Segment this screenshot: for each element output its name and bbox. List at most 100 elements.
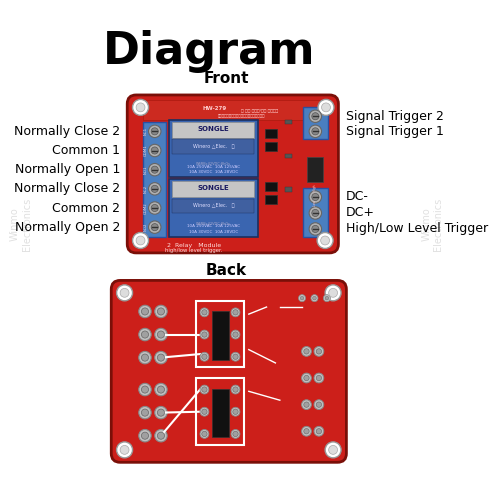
Circle shape bbox=[311, 294, 318, 302]
Circle shape bbox=[302, 426, 312, 436]
Circle shape bbox=[202, 310, 207, 315]
Circle shape bbox=[304, 428, 309, 434]
Circle shape bbox=[304, 348, 309, 354]
Bar bbox=[196, 378, 244, 444]
Circle shape bbox=[139, 352, 151, 364]
Text: Low Com High: Low Com High bbox=[314, 184, 318, 206]
Circle shape bbox=[139, 406, 151, 419]
Text: Diagram: Diagram bbox=[102, 30, 315, 73]
Circle shape bbox=[233, 409, 238, 414]
Circle shape bbox=[233, 354, 238, 360]
Circle shape bbox=[200, 308, 209, 317]
Circle shape bbox=[302, 400, 312, 409]
FancyBboxPatch shape bbox=[127, 95, 338, 253]
Circle shape bbox=[312, 210, 319, 216]
Text: COM2: COM2 bbox=[144, 202, 148, 214]
Circle shape bbox=[158, 386, 164, 393]
Circle shape bbox=[142, 308, 148, 315]
Circle shape bbox=[325, 285, 341, 301]
Text: HW-279: HW-279 bbox=[203, 106, 227, 111]
Circle shape bbox=[116, 285, 132, 301]
Circle shape bbox=[200, 352, 209, 361]
Text: NO2: NO2 bbox=[144, 223, 148, 232]
Circle shape bbox=[328, 288, 338, 298]
Circle shape bbox=[142, 354, 148, 361]
Circle shape bbox=[151, 166, 158, 173]
Circle shape bbox=[302, 346, 312, 356]
Circle shape bbox=[309, 207, 322, 219]
Circle shape bbox=[304, 376, 309, 380]
Circle shape bbox=[314, 373, 324, 383]
Text: Winmo
Electronics: Winmo Electronics bbox=[422, 198, 444, 251]
Circle shape bbox=[231, 430, 240, 438]
Bar bbox=[172, 199, 254, 213]
Circle shape bbox=[148, 125, 161, 138]
Circle shape bbox=[302, 373, 312, 383]
Circle shape bbox=[200, 385, 209, 394]
Bar bbox=[265, 142, 277, 151]
Circle shape bbox=[148, 164, 161, 176]
Circle shape bbox=[158, 432, 164, 439]
Circle shape bbox=[314, 346, 324, 356]
Circle shape bbox=[312, 128, 319, 135]
Text: NO1: NO1 bbox=[144, 166, 148, 174]
Circle shape bbox=[233, 432, 238, 436]
Circle shape bbox=[314, 426, 324, 436]
Circle shape bbox=[231, 330, 240, 339]
Circle shape bbox=[324, 294, 330, 302]
Text: Winero △Elec.   Ⓛ: Winero △Elec. Ⓛ bbox=[192, 144, 234, 149]
Circle shape bbox=[142, 331, 148, 338]
Text: Front: Front bbox=[204, 70, 250, 86]
Circle shape bbox=[328, 446, 338, 454]
Bar bbox=[143, 100, 322, 120]
Circle shape bbox=[151, 147, 158, 154]
Circle shape bbox=[312, 296, 316, 300]
Text: 10A 30VDC  10A 28VDC: 10A 30VDC 10A 28VDC bbox=[188, 170, 238, 174]
Circle shape bbox=[148, 144, 161, 156]
Circle shape bbox=[200, 330, 209, 339]
Circle shape bbox=[158, 354, 164, 361]
Circle shape bbox=[320, 236, 330, 245]
Text: Normally Open 2: Normally Open 2 bbox=[15, 220, 120, 234]
Text: Winmo
Electronics: Winmo Electronics bbox=[10, 198, 32, 251]
Circle shape bbox=[202, 409, 207, 414]
Bar bbox=[308, 157, 324, 182]
Text: SONGLE: SONGLE bbox=[198, 126, 229, 132]
Text: 10A 250VAC  10A 125VAC: 10A 250VAC 10A 125VAC bbox=[186, 224, 240, 228]
Circle shape bbox=[233, 332, 238, 337]
Text: COM1: COM1 bbox=[144, 144, 148, 156]
Circle shape bbox=[312, 226, 319, 232]
Circle shape bbox=[309, 191, 322, 203]
Circle shape bbox=[202, 387, 207, 392]
Circle shape bbox=[154, 430, 167, 442]
Circle shape bbox=[312, 194, 319, 200]
Text: 10A 30VDC  10A 28VDC: 10A 30VDC 10A 28VDC bbox=[188, 230, 238, 234]
Circle shape bbox=[309, 110, 322, 122]
Circle shape bbox=[304, 402, 309, 407]
Circle shape bbox=[309, 125, 322, 138]
Bar bbox=[172, 181, 254, 197]
Text: SONGLE: SONGLE bbox=[198, 185, 229, 191]
Circle shape bbox=[317, 232, 333, 248]
Circle shape bbox=[322, 103, 330, 112]
Circle shape bbox=[154, 306, 167, 318]
Text: Winero △Elec.   Ⓛ: Winero △Elec. Ⓛ bbox=[192, 204, 234, 208]
FancyBboxPatch shape bbox=[112, 280, 346, 462]
Circle shape bbox=[158, 331, 164, 338]
Bar bbox=[143, 122, 167, 237]
Circle shape bbox=[154, 406, 167, 419]
Bar bbox=[172, 122, 254, 138]
Circle shape bbox=[325, 296, 328, 300]
Circle shape bbox=[312, 112, 319, 120]
Text: Normally Open 1: Normally Open 1 bbox=[15, 163, 120, 176]
Bar bbox=[169, 180, 258, 237]
Circle shape bbox=[316, 348, 322, 354]
Circle shape bbox=[202, 432, 207, 436]
Circle shape bbox=[233, 387, 238, 392]
Text: Signal Trigger 1: Signal Trigger 1 bbox=[346, 125, 444, 138]
Circle shape bbox=[316, 402, 322, 407]
Text: NC1: NC1 bbox=[144, 128, 148, 136]
Text: Normally Close 2: Normally Close 2 bbox=[14, 125, 120, 138]
Circle shape bbox=[231, 352, 240, 361]
Text: high/low level trigger.: high/low level trigger. bbox=[165, 248, 222, 252]
